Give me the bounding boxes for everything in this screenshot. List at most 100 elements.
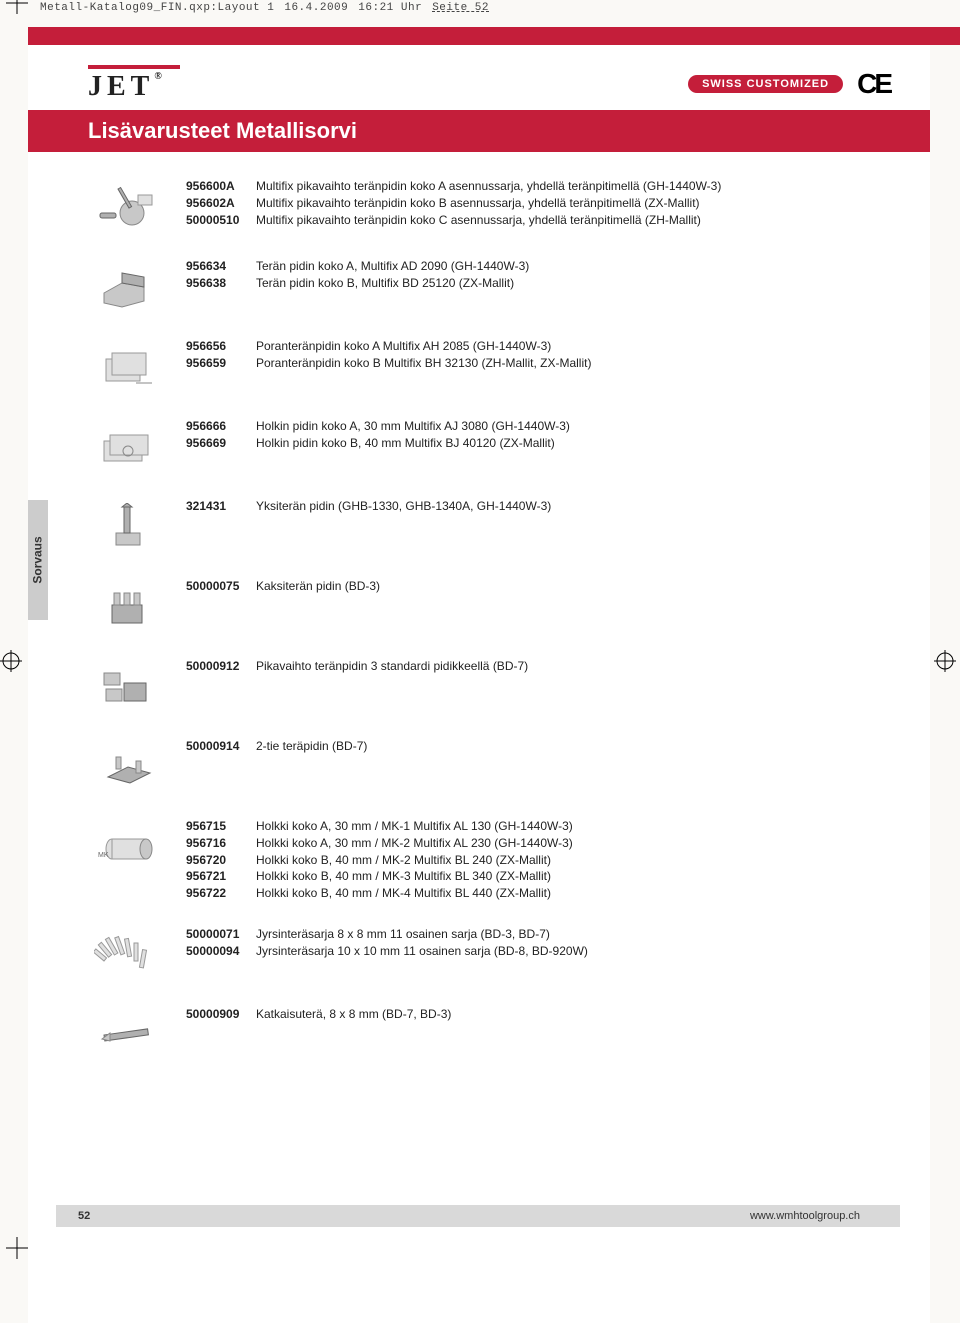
item-row: 500009142-tie teräpidin (BD-7): [186, 738, 890, 755]
item-row: 956716 Holkki koko A, 30 mm / MK-2 Multif…: [186, 835, 890, 852]
item-description: Katkaisuterä, 8 x 8 mm (BD-7, BD-3): [256, 1006, 890, 1023]
item-code: 50000914: [186, 738, 242, 755]
item-description: Kaksiterän pidin (BD-3): [256, 578, 890, 595]
items-list: 956600A Multifix pikavaihto teränpidin ko…: [28, 152, 930, 1096]
item-code: 956638: [186, 275, 242, 292]
item-code: 956656: [186, 338, 242, 355]
item-code: 50000094: [186, 943, 242, 960]
item-block: 50000071 Jyrsinteräsarja 8 x 8 mm 11 osai…: [88, 926, 890, 982]
footer-url: www.wmhtoolgroup.ch: [750, 1210, 860, 1222]
crop-mark-icon: [6, 0, 28, 14]
print-header-page: Seite 52: [432, 2, 489, 14]
item-row: 956669 Holkin pidin koko B, 40 mm Multifi…: [186, 435, 890, 452]
item-code: 956669: [186, 435, 242, 452]
red-top-band: [28, 27, 960, 45]
item-row: 956715 Holkki koko A, 30 mm / MK-1 Multif…: [186, 818, 890, 835]
item-rows: 956600A Multifix pikavaihto teränpidin ko…: [186, 178, 890, 228]
single-holder-icon: [88, 498, 170, 554]
page-footer: 52 www.wmhtoolgroup.ch: [56, 1205, 900, 1227]
sleeve-icon: MK: [88, 818, 170, 874]
item-rows: 956666 Holkin pidin koko A, 30 mm Multifi…: [186, 418, 890, 452]
cutoff-tool-icon: [88, 1006, 170, 1062]
item-block: 50000075 Kaksiterän pidin (BD-3): [88, 578, 890, 634]
item-code: 50000075: [186, 578, 242, 595]
item-code: 956602A: [186, 195, 242, 212]
item-code: 956722: [186, 885, 242, 902]
item-description: Holkin pidin koko A, 30 mm Multifix AJ 3…: [256, 418, 890, 435]
plate-holder-icon: [88, 738, 170, 794]
item-rows: 956634Terän pidin koko A, Multifix AD 20…: [186, 258, 890, 292]
item-row: 50000510Multifix pikavaihto teränpidin k…: [186, 212, 890, 229]
item-row: 956721 Holkki koko B, 40 mm / MK-3 Multif…: [186, 868, 890, 885]
item-row: 50000912 Pikavaihto teränpidin 3 standard…: [186, 658, 890, 675]
item-code: 956600A: [186, 178, 242, 195]
item-rows: 50000075 Kaksiterän pidin (BD-3): [186, 578, 890, 595]
item-code: 50000912: [186, 658, 242, 675]
item-description: Holkki koko B, 40 mm / MK-4 Multifix BL …: [256, 885, 890, 902]
item-code: 50000071: [186, 926, 242, 943]
item-row: 50000094 Jyrsinteräsarja 10 x 10 mm 11 os…: [186, 943, 890, 960]
item-rows: 50000071 Jyrsinteräsarja 8 x 8 mm 11 osai…: [186, 926, 890, 960]
item-rows: 50000909Katkaisuterä, 8 x 8 mm (BD-7, BD…: [186, 1006, 890, 1023]
item-block: 956656 Poranteränpidin koko A Multifix AH…: [88, 338, 890, 394]
item-row: 956666 Holkin pidin koko A, 30 mm Multifi…: [186, 418, 890, 435]
item-description: Jyrsinteräsarja 8 x 8 mm 11 osainen sarj…: [256, 926, 890, 943]
catalog-page: Metall-Katalog09_FIN.qxp:Layout 1 16.4.2…: [0, 0, 960, 1323]
item-code: 956716: [186, 835, 242, 852]
item-code: 956720: [186, 852, 242, 869]
item-description: Jyrsinteräsarja 10 x 10 mm 11 osainen sa…: [256, 943, 890, 960]
item-rows: 321431Yksiterän pidin (GHB-1330, GHB-134…: [186, 498, 890, 515]
item-code: 956634: [186, 258, 242, 275]
header-badges: SWISS CUSTOMIZED CE: [688, 68, 890, 100]
print-header: Metall-Katalog09_FIN.qxp:Layout 1 16.4.2…: [40, 2, 489, 14]
item-description: Multifix pikavaihto teränpidin koko C as…: [256, 212, 890, 229]
registration-mark-icon: [934, 650, 956, 672]
item-block: 321431Yksiterän pidin (GHB-1330, GHB-134…: [88, 498, 890, 554]
header-row: JET® SWISS CUSTOMIZED CE: [28, 45, 930, 107]
item-description: Pikavaihto teränpidin 3 standardi pidikk…: [256, 658, 890, 675]
svg-text:MK: MK: [98, 852, 109, 859]
cutter-set-icon: [88, 926, 170, 982]
quick-change-icon: [88, 658, 170, 714]
print-header-time: 16:21 Uhr: [358, 2, 422, 14]
item-description: Holkin pidin koko B, 40 mm Multifix BJ 4…: [256, 435, 890, 452]
item-row: 956602A Multifix pikavaihto teränpidin ko…: [186, 195, 890, 212]
side-category-tab: Sorvaus: [28, 500, 48, 620]
page-title: Lisävarusteet Metallisorvi: [88, 118, 930, 144]
item-code: 956721: [186, 868, 242, 885]
item-code: 956715: [186, 818, 242, 835]
crop-mark-icon: [6, 1237, 28, 1259]
item-rows: 500009142-tie teräpidin (BD-7): [186, 738, 890, 755]
item-row: 50000909Katkaisuterä, 8 x 8 mm (BD-7, BD…: [186, 1006, 890, 1023]
item-row: 956600AMultifix pikavaihto teränpidin ko…: [186, 178, 890, 195]
item-block: 500009142-tie teräpidin (BD-7): [88, 738, 890, 794]
item-description: Multifix pikavaihto teränpidin koko B as…: [256, 195, 890, 212]
item-row: 956659Poranteränpidin koko B Multifix BH…: [186, 355, 890, 372]
item-block: 50000912 Pikavaihto teränpidin 3 standard…: [88, 658, 890, 714]
page-number: 52: [78, 1210, 90, 1222]
item-row: 956638Terän pidin koko B, Multifix BD 25…: [186, 275, 890, 292]
holder-wire-icon: [88, 338, 170, 394]
item-row: 321431Yksiterän pidin (GHB-1330, GHB-134…: [186, 498, 890, 515]
item-rows: 50000912 Pikavaihto teränpidin 3 standard…: [186, 658, 890, 675]
item-code: 956666: [186, 418, 242, 435]
item-description: Holkki koko A, 30 mm / MK-2 Multifix AL …: [256, 835, 890, 852]
swiss-customized-badge: SWISS CUSTOMIZED: [688, 75, 843, 93]
holder-block-icon: [88, 258, 170, 314]
print-header-date: 16.4.2009: [284, 2, 348, 14]
item-rows: 956715 Holkki koko A, 30 mm / MK-1 Multif…: [186, 818, 890, 902]
item-row: 956720 Holkki koko B, 40 mm / MK-2 Multif…: [186, 852, 890, 869]
item-description: Holkki koko A, 30 mm / MK-1 Multifix AL …: [256, 818, 890, 835]
quad-holder-icon: [88, 578, 170, 634]
item-description: Poranteränpidin koko A Multifix AH 2085 …: [256, 338, 890, 355]
item-block: 50000909Katkaisuterä, 8 x 8 mm (BD-7, BD…: [88, 1006, 890, 1062]
item-block: 956634Terän pidin koko A, Multifix AD 20…: [88, 258, 890, 314]
item-rows: 956656 Poranteränpidin koko A Multifix AH…: [186, 338, 890, 372]
holder-wire2-icon: [88, 418, 170, 474]
item-description: Holkki koko B, 40 mm / MK-2 Multifix BL …: [256, 852, 890, 869]
item-block: 956600A Multifix pikavaihto teränpidin ko…: [88, 178, 890, 234]
item-block: MK 956715 Holkki koko A, 30 mm / MK-1 Mult…: [88, 818, 890, 902]
item-description: Holkki koko B, 40 mm / MK-3 Multifix BL …: [256, 868, 890, 885]
item-row: 956634Terän pidin koko A, Multifix AD 20…: [186, 258, 890, 275]
side-tab-label: Sorvaus: [31, 536, 45, 583]
